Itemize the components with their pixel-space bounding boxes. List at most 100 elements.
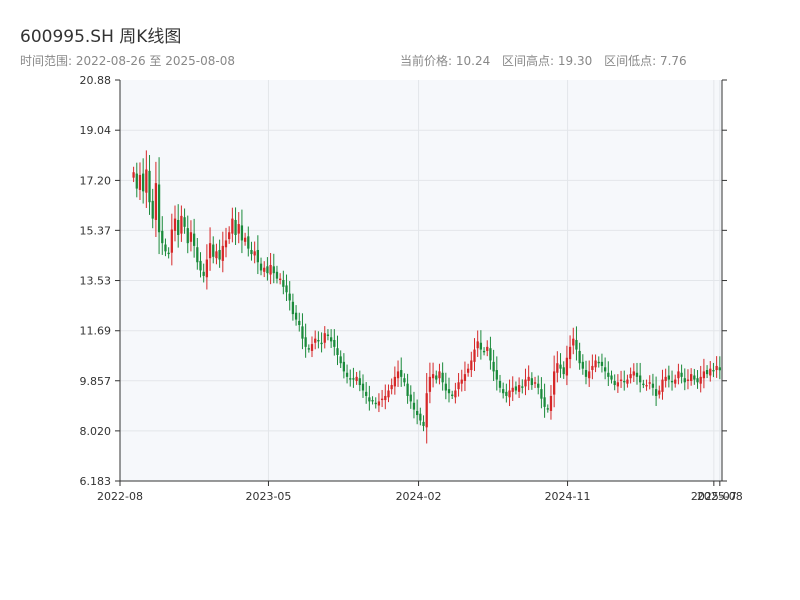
candle-body <box>444 383 447 391</box>
candle-body <box>556 363 559 373</box>
candle-body <box>183 217 186 227</box>
candle-body <box>489 348 492 361</box>
y-tick-label: 20.88 <box>80 74 112 87</box>
candle-body <box>645 385 648 387</box>
candle-body <box>651 383 655 388</box>
candle-body <box>212 244 215 257</box>
candle-body <box>451 394 454 396</box>
y-tick-label: 8.020 <box>80 425 112 438</box>
candle-body <box>524 379 527 387</box>
candle-body <box>677 371 680 379</box>
candle-body <box>205 259 209 278</box>
candle-body <box>616 382 620 387</box>
candle-body <box>218 249 221 260</box>
candle-body <box>626 379 629 384</box>
candle-body <box>416 410 419 416</box>
candle-body <box>639 375 642 383</box>
candle-body <box>349 378 352 380</box>
y-tick-label: 9.857 <box>80 375 112 388</box>
candle-body <box>521 386 524 388</box>
candle-body <box>702 371 706 379</box>
candle-body <box>584 370 588 377</box>
candle-body <box>508 390 511 398</box>
candle-body <box>192 233 196 246</box>
candle-body <box>572 338 575 346</box>
candle-body <box>431 374 435 379</box>
candle-body <box>228 232 231 240</box>
candle-body <box>285 285 288 293</box>
candle-body <box>575 340 578 350</box>
candle-body <box>406 383 409 396</box>
candle-body <box>151 200 154 219</box>
candle-body <box>514 386 518 391</box>
candle-body <box>492 361 495 372</box>
candle-body <box>390 385 393 390</box>
candle-body <box>215 251 218 259</box>
candle-body <box>368 397 371 402</box>
candle-body <box>234 219 237 235</box>
candle-body <box>326 334 330 336</box>
candle-body <box>243 237 247 242</box>
candle-body <box>157 184 161 233</box>
candle-body <box>263 267 266 272</box>
candle-body <box>266 266 269 274</box>
candle-body <box>314 338 317 343</box>
candle-body <box>310 344 314 351</box>
candle-body <box>559 364 562 369</box>
candle-body <box>400 370 403 377</box>
date-range-label: 时间范围: 2022-08-26 至 2025-08-08 <box>20 54 235 68</box>
candle-body <box>549 395 553 411</box>
candle-body <box>505 391 508 396</box>
y-tick-label: 15.37 <box>80 224 112 237</box>
candle-body <box>294 312 298 320</box>
candle-body <box>358 378 361 386</box>
candle-body <box>438 371 441 379</box>
candle-body <box>664 376 667 381</box>
current-price-label: 当前价格: 10.24 <box>400 54 491 68</box>
axis-layer: 20.88 19.04 17.20 15.37 13.53 11.69 9.857 8.020… <box>80 74 743 503</box>
candle-body <box>441 372 444 383</box>
candle-body <box>428 376 432 392</box>
candle-body <box>578 350 581 364</box>
candle-body <box>594 360 597 368</box>
candle-body <box>422 421 425 426</box>
candle-body <box>365 391 368 396</box>
candle-body <box>275 271 279 279</box>
candle-body <box>712 370 715 372</box>
x-tick-label: 2022-08 <box>97 490 143 503</box>
candle-body <box>380 398 384 401</box>
candle-body <box>221 245 224 261</box>
candle-body <box>495 370 498 380</box>
y-tick-label: 19.04 <box>80 124 112 137</box>
candle-body <box>473 349 476 362</box>
candle-body <box>699 376 702 384</box>
candle-body <box>517 385 521 392</box>
candle-body <box>463 374 467 381</box>
candle-body <box>476 341 479 349</box>
candle-body <box>632 371 635 376</box>
candle-body <box>565 357 569 376</box>
candle-body <box>247 236 250 249</box>
candle-body <box>298 320 301 326</box>
candle-body <box>202 271 205 276</box>
candle-body <box>396 371 400 379</box>
candle-body <box>635 372 639 377</box>
candle-body <box>301 326 304 339</box>
candle-body <box>527 376 530 381</box>
candle-body <box>680 372 683 377</box>
candle-body <box>642 383 645 386</box>
candle-body <box>173 218 177 231</box>
candle-body <box>307 348 310 350</box>
candle-body <box>619 379 623 381</box>
candle-body <box>654 389 658 396</box>
candle-body <box>196 247 199 263</box>
grid-layer <box>120 80 722 481</box>
price-stats: 当前价格: 10.24 区间高点: 19.30 区间低点: 7.76 <box>400 52 695 69</box>
candle-body <box>186 228 189 244</box>
y-tick-label: 17.20 <box>80 174 112 187</box>
x-tick-label: 2024-02 <box>396 490 442 503</box>
candle-body <box>412 402 416 410</box>
candle-body <box>291 301 295 315</box>
candle-body <box>498 380 502 388</box>
candle-body <box>138 174 142 190</box>
